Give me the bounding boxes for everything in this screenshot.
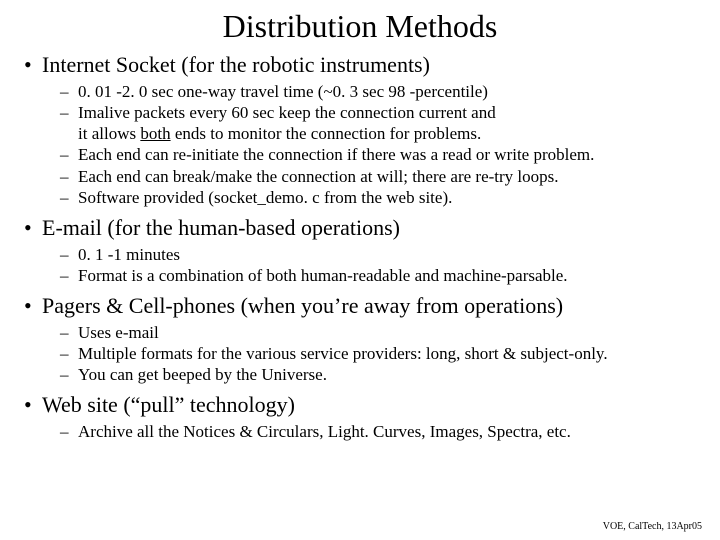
sub-list: –Archive all the Notices & Circulars, Li…	[60, 421, 696, 442]
dash-icon: –	[60, 266, 78, 286]
bullet-dot-icon: •	[24, 295, 42, 317]
sub-list: –0. 1 -1 minutes –Format is a combinatio…	[60, 244, 696, 287]
sub-item: –You can get beeped by the Universe.	[60, 364, 696, 385]
sub-item: –Archive all the Notices & Circulars, Li…	[60, 421, 696, 442]
dash-icon: –	[60, 188, 78, 208]
sub-label: 0. 01 -2. 0 sec one-way travel time (~0.…	[78, 81, 488, 102]
slide-container: Distribution Methods • Internet Socket (…	[0, 0, 720, 442]
dash-icon: –	[60, 323, 78, 343]
sub-label: it allows both ends to monitor the conne…	[78, 123, 481, 144]
sub-item: –Uses e-mail	[60, 322, 696, 343]
slide-title: Distribution Methods	[24, 8, 696, 45]
sub-item: –Imalive packets every 60 sec keep the c…	[60, 102, 696, 123]
list-item: • Pagers & Cell-phones (when you’re away…	[24, 292, 696, 385]
dash-icon: –	[60, 365, 78, 385]
sub-item: –0. 01 -2. 0 sec one-way travel time (~0…	[60, 81, 696, 102]
dash-icon: –	[60, 82, 78, 102]
list-item: • Internet Socket (for the robotic instr…	[24, 51, 696, 208]
sub-label: Format is a combination of both human-re…	[78, 265, 568, 286]
bullet-label: Internet Socket (for the robotic instrum…	[42, 51, 430, 79]
sub-label: Imalive packets every 60 sec keep the co…	[78, 102, 496, 123]
sub-item: –Format is a combination of both human-r…	[60, 265, 696, 286]
dash-icon: –	[60, 245, 78, 265]
sub-label: Each end can re-initiate the connection …	[78, 144, 594, 165]
sub-label: You can get beeped by the Universe.	[78, 364, 327, 385]
sub-item: it allows both ends to monitor the conne…	[60, 123, 696, 144]
dash-icon: –	[60, 344, 78, 364]
bullet-row: • Web site (“pull” technology)	[24, 391, 696, 419]
sub-label: Each end can break/make the connection a…	[78, 166, 559, 187]
sub-label: Software provided (socket_demo. c from t…	[78, 187, 452, 208]
bullet-row: • E-mail (for the human-based operations…	[24, 214, 696, 242]
list-item: • Web site (“pull” technology) –Archive …	[24, 391, 696, 442]
dash-icon: –	[60, 103, 78, 123]
sub-label: Archive all the Notices & Circulars, Lig…	[78, 421, 571, 442]
dash-icon: –	[60, 167, 78, 187]
dash-icon: –	[60, 145, 78, 165]
bullet-label: Pagers & Cell-phones (when you’re away f…	[42, 292, 563, 320]
sub-label: 0. 1 -1 minutes	[78, 244, 180, 265]
bullet-dot-icon: •	[24, 217, 42, 239]
underline-word: both	[140, 124, 170, 143]
bullet-row: • Pagers & Cell-phones (when you’re away…	[24, 292, 696, 320]
bullet-label: Web site (“pull” technology)	[42, 391, 295, 419]
bullet-dot-icon: •	[24, 54, 42, 76]
bullet-dot-icon: •	[24, 394, 42, 416]
footer-text: VOE, CalTech, 13Apr05	[603, 521, 702, 532]
bullet-label: E-mail (for the human-based operations)	[42, 214, 400, 242]
sub-item: –Each end can re-initiate the connection…	[60, 144, 696, 165]
bullet-list: • Internet Socket (for the robotic instr…	[24, 51, 696, 442]
sub-list: –Uses e-mail –Multiple formats for the v…	[60, 322, 696, 386]
sub-label: Uses e-mail	[78, 322, 159, 343]
sub-item: –0. 1 -1 minutes	[60, 244, 696, 265]
dash-icon: –	[60, 422, 78, 442]
sub-item: –Multiple formats for the various servic…	[60, 343, 696, 364]
sub-item: –Each end can break/make the connection …	[60, 166, 696, 187]
sub-label: Multiple formats for the various service…	[78, 343, 608, 364]
bullet-row: • Internet Socket (for the robotic instr…	[24, 51, 696, 79]
sub-item: –Software provided (socket_demo. c from …	[60, 187, 696, 208]
sub-list: –0. 01 -2. 0 sec one-way travel time (~0…	[60, 81, 696, 209]
list-item: • E-mail (for the human-based operations…	[24, 214, 696, 286]
